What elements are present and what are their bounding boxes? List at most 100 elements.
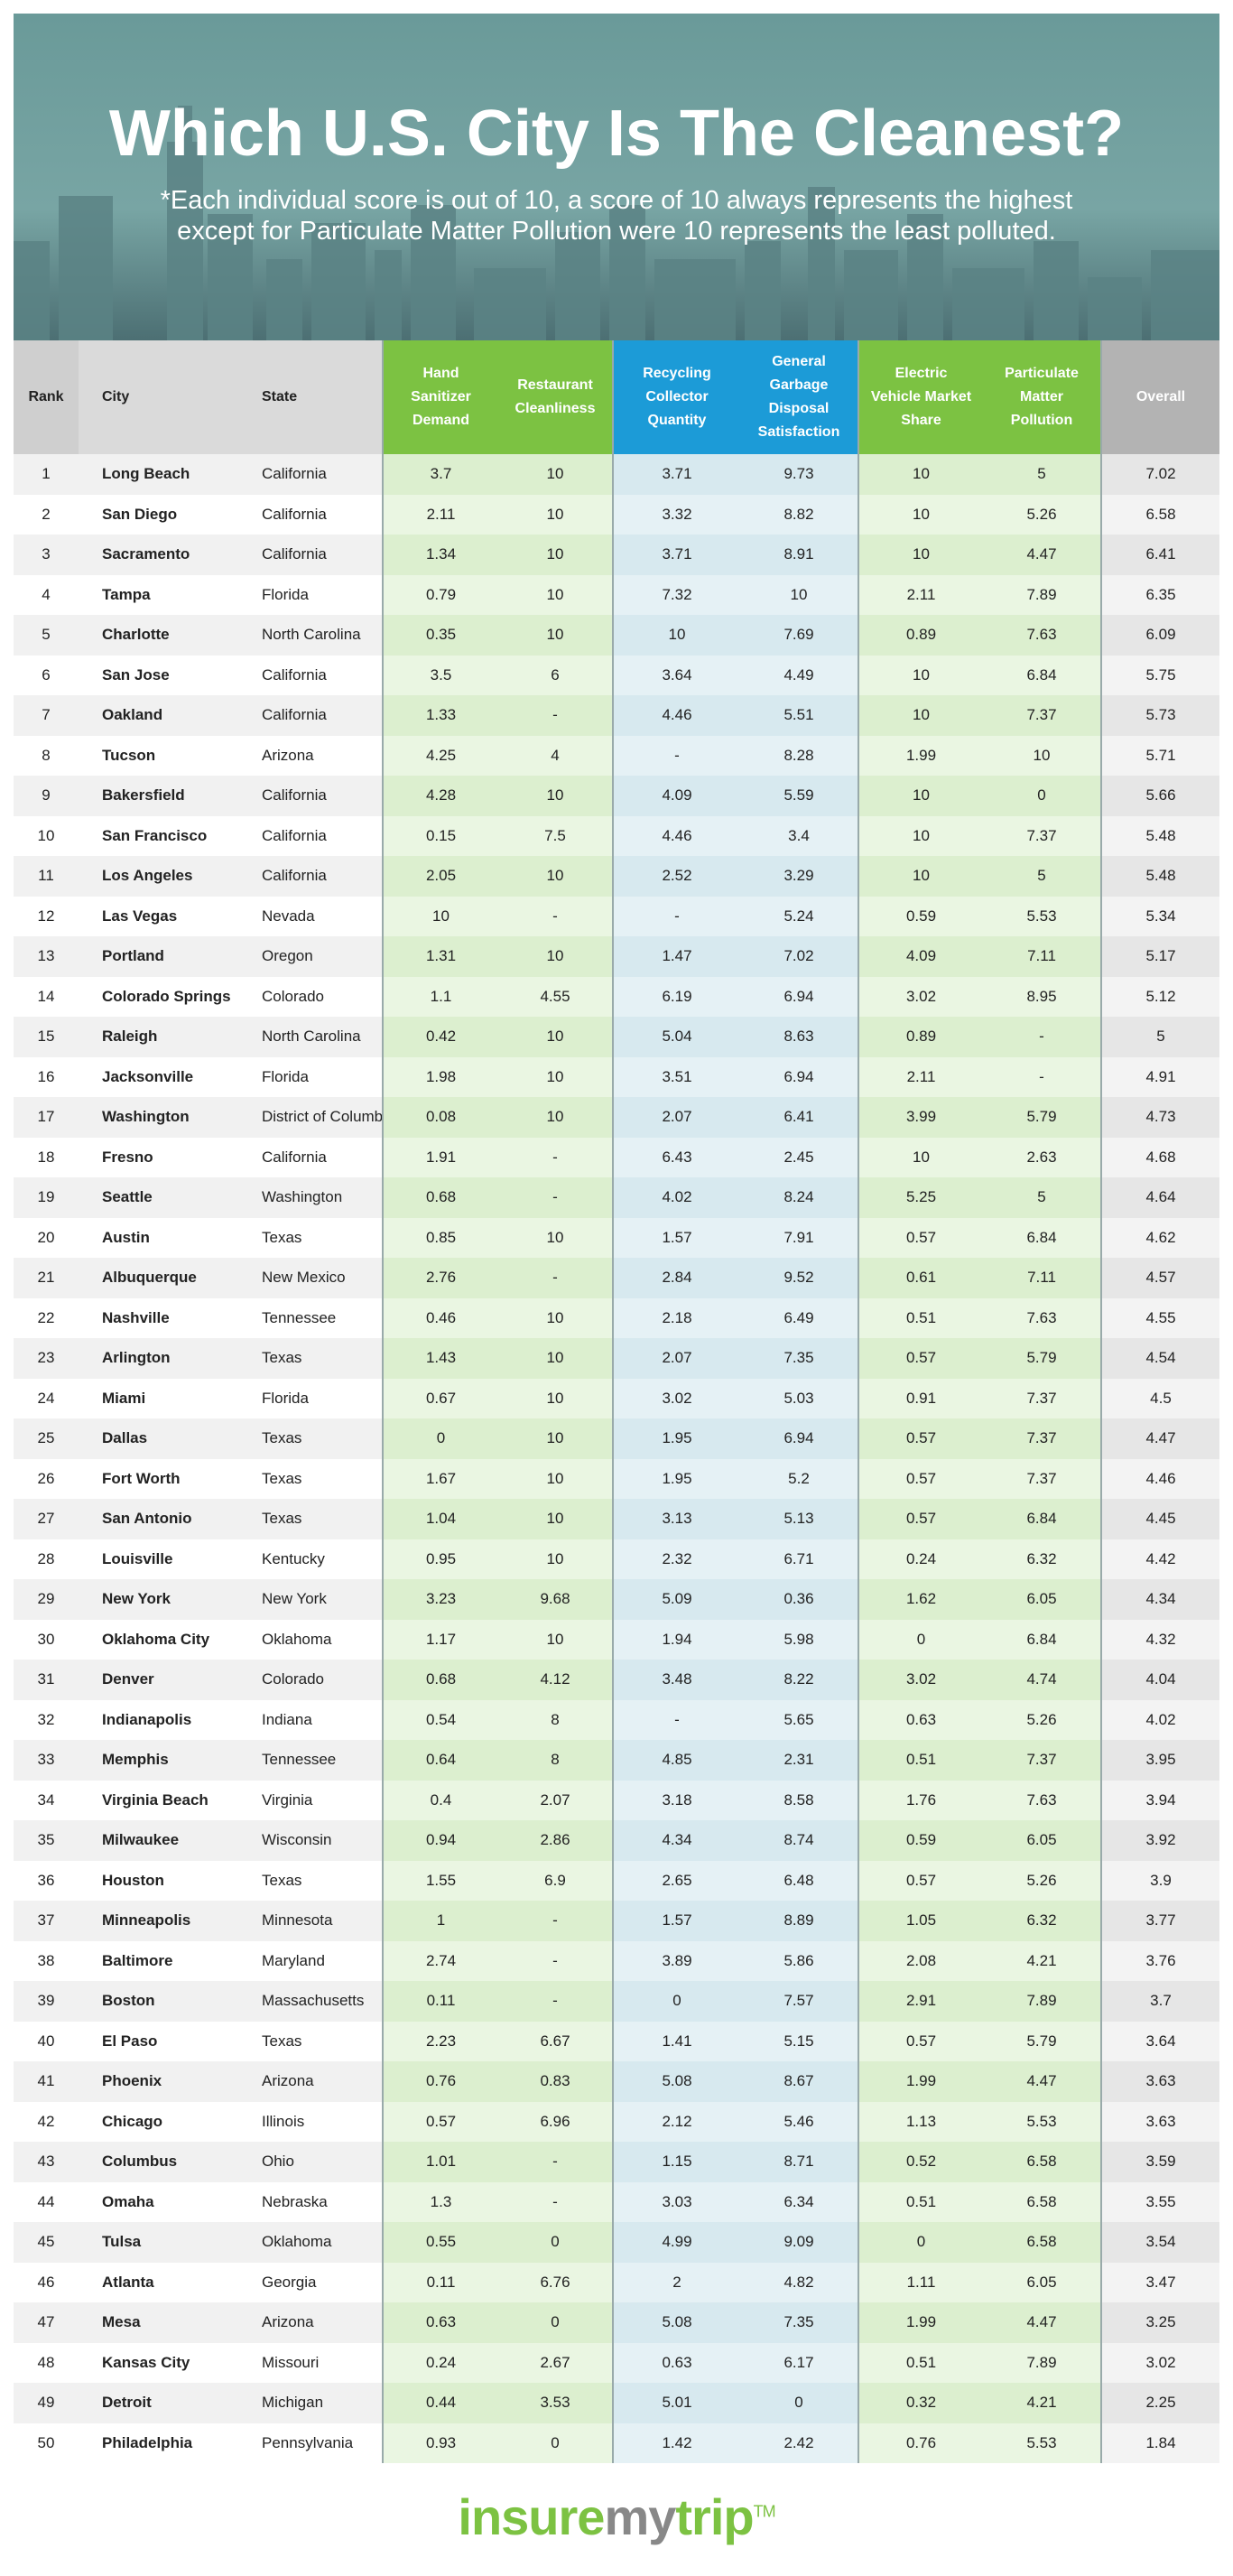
state-cell: Texas bbox=[238, 1217, 383, 1258]
score-cell: 2.67 bbox=[498, 2342, 613, 2383]
score-cell: 10 bbox=[498, 1539, 613, 1579]
table-row: 24 Miami Florida 0.67 10 3.02 5.03 0.91 7.37 4.5 bbox=[14, 1378, 1219, 1418]
score-cell: 3.18 bbox=[612, 1780, 740, 1820]
state-cell: Minnesota bbox=[238, 1901, 383, 1941]
score-cell: 3.55 bbox=[1100, 2181, 1219, 2222]
rank-cell: 30 bbox=[14, 1619, 79, 1660]
table-row: 43 Columbus Ohio 1.01-1.15 8.71 0.52 6.58 3.59 bbox=[14, 2142, 1219, 2182]
score-cell: 5.79 bbox=[983, 1338, 1101, 1379]
score-cell: 4.49 bbox=[740, 655, 858, 695]
score-cell: 6.94 bbox=[740, 976, 858, 1017]
score-cell: 3.59 bbox=[1100, 2142, 1219, 2182]
score-cell: 2.11 bbox=[382, 494, 498, 535]
score-cell: 10 bbox=[858, 815, 983, 856]
score-cell: 0.36 bbox=[740, 1579, 858, 1620]
score-cell: 7.02 bbox=[1100, 454, 1219, 495]
score-cell: 1.99 bbox=[858, 735, 983, 776]
city-cell: Fresno bbox=[79, 1137, 238, 1177]
score-cell: 3.89 bbox=[612, 1940, 740, 1981]
rank-cell: 6 bbox=[14, 655, 79, 695]
state-cell: Arizona bbox=[238, 2061, 383, 2102]
score-cell: 5.66 bbox=[1100, 776, 1219, 816]
rank-cell: 18 bbox=[14, 1137, 79, 1177]
score-cell: 3.5 bbox=[382, 655, 498, 695]
rank-cell: 29 bbox=[14, 1579, 79, 1620]
table-row: 16 Jacksonville Florida 1.98 10 3.51 6.94 2.11-… bbox=[14, 1056, 1219, 1097]
logo-text: trip bbox=[675, 2488, 754, 2545]
rank-cell: 15 bbox=[14, 1017, 79, 1057]
score-cell: 6.09 bbox=[1100, 615, 1219, 656]
score-cell: 10 bbox=[498, 454, 613, 495]
score-cell: 6.84 bbox=[983, 1499, 1101, 1539]
score-cell: 6.84 bbox=[983, 1217, 1101, 1258]
city-cell: Seattle bbox=[79, 1177, 238, 1218]
score-cell: 5.01 bbox=[612, 2383, 740, 2423]
score-cell: 3.99 bbox=[858, 1097, 983, 1138]
score-cell: 0.57 bbox=[858, 1860, 983, 1901]
score-cell: 4.28 bbox=[382, 776, 498, 816]
score-cell: 7.32 bbox=[612, 574, 740, 615]
score-cell: 5.26 bbox=[983, 1860, 1101, 1901]
table-row: 44 Omaha Nebraska 1.3-3.03 6.34 0.51 6.58 3.55 bbox=[14, 2181, 1219, 2222]
city-cell: San Francisco bbox=[79, 815, 238, 856]
rank-cell: 3 bbox=[14, 535, 79, 575]
rank-cell: 22 bbox=[14, 1297, 79, 1338]
city-cell: Nashville bbox=[79, 1297, 238, 1338]
score-cell: 0.61 bbox=[858, 1258, 983, 1298]
score-cell: 5.71 bbox=[1100, 735, 1219, 776]
score-cell: 0.15 bbox=[382, 815, 498, 856]
rank-cell: 38 bbox=[14, 1940, 79, 1981]
score-cell: 10 bbox=[498, 574, 613, 615]
score-cell: 3.29 bbox=[740, 856, 858, 897]
score-cell: 6.58 bbox=[983, 2222, 1101, 2263]
column-header: Restaurant Cleanliness bbox=[498, 340, 613, 454]
city-cell: Bakersfield bbox=[79, 776, 238, 816]
score-cell: 2.76 bbox=[382, 1258, 498, 1298]
score-cell: 10 bbox=[498, 1499, 613, 1539]
score-cell: - bbox=[498, 1258, 613, 1298]
score-cell: 0 bbox=[498, 2302, 613, 2343]
score-cell: 2.63 bbox=[983, 1137, 1101, 1177]
state-cell: Washington bbox=[238, 1177, 383, 1218]
banner: Which U.S. City Is The Cleanest? *Each i… bbox=[14, 14, 1219, 340]
score-cell: 2.11 bbox=[858, 1056, 983, 1097]
state-cell: North Carolina bbox=[238, 615, 383, 656]
score-cell: 7.5 bbox=[498, 815, 613, 856]
table-row: 49 Detroit Michigan 0.44 3.53 5.01 0 0.32 4.21 2.… bbox=[14, 2383, 1219, 2423]
score-cell: 3.02 bbox=[612, 1378, 740, 1418]
state-cell: California bbox=[238, 454, 383, 495]
score-cell: 8.58 bbox=[740, 1780, 858, 1820]
score-cell: 10 bbox=[498, 1378, 613, 1418]
score-cell: 2.31 bbox=[740, 1740, 858, 1781]
score-cell: 8.67 bbox=[740, 2061, 858, 2102]
score-cell: 1.05 bbox=[858, 1901, 983, 1941]
city-cell: Los Angeles bbox=[79, 856, 238, 897]
score-cell: 10 bbox=[498, 1017, 613, 1057]
score-cell: 2.23 bbox=[382, 2021, 498, 2061]
rank-cell: 34 bbox=[14, 1780, 79, 1820]
rank-cell: 14 bbox=[14, 976, 79, 1017]
score-cell: - bbox=[498, 896, 613, 936]
score-cell: 7.63 bbox=[983, 1780, 1101, 1820]
score-cell: 3.53 bbox=[498, 2383, 613, 2423]
rank-cell: 27 bbox=[14, 1499, 79, 1539]
state-cell: Tennessee bbox=[238, 1297, 383, 1338]
score-cell: 7.37 bbox=[983, 695, 1101, 736]
score-cell: 0.51 bbox=[858, 2181, 983, 2222]
table-row: 31 Denver Colorado 0.68 4.12 3.48 8.22 3.02 4.74… bbox=[14, 1660, 1219, 1700]
table-row: 15 Raleigh North Carolina 0.42 10 5.04 8.63 0.8… bbox=[14, 1017, 1219, 1057]
city-cell: Denver bbox=[79, 1660, 238, 1700]
score-cell: 2.07 bbox=[612, 1338, 740, 1379]
score-cell: 3.9 bbox=[1100, 1860, 1219, 1901]
score-cell: - bbox=[612, 896, 740, 936]
city-cell: Indianapolis bbox=[79, 1699, 238, 1740]
rank-cell: 9 bbox=[14, 776, 79, 816]
score-cell: 7.11 bbox=[983, 1258, 1101, 1298]
state-cell: Florida bbox=[238, 1378, 383, 1418]
score-cell: 1.57 bbox=[612, 1901, 740, 1941]
column-header: Rank bbox=[14, 340, 79, 454]
score-cell: 5 bbox=[1100, 1017, 1219, 1057]
table-row: 40 El Paso Texas 2.23 6.67 1.41 5.15 0.57 5.79 3.… bbox=[14, 2021, 1219, 2061]
score-cell: 3.7 bbox=[1100, 1981, 1219, 2022]
score-cell: 4.47 bbox=[983, 535, 1101, 575]
